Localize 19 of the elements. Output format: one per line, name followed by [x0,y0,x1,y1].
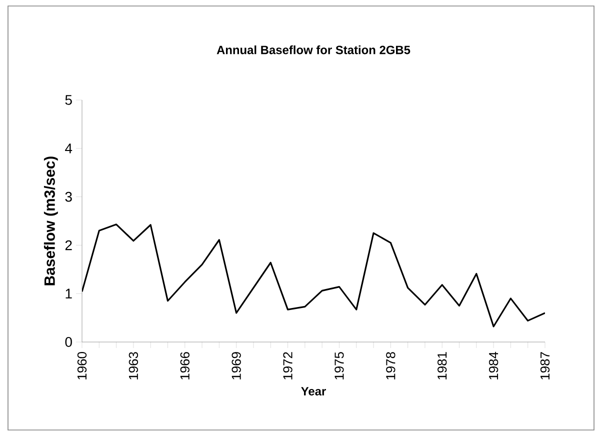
y-tick-label: 2 [65,240,72,250]
x-tick-label: 1981 [438,352,447,380]
x-tick-label: 1969 [232,352,241,380]
x-tick-label: 1960 [77,352,87,380]
x-tick-label: 1978 [386,352,396,380]
chart-title: Annual Baseflow for Station 2GB5 [216,45,410,54]
x-tick-label: 1963 [128,352,138,380]
x-tick-label: 1972 [283,352,292,380]
x-tick-label: 1975 [334,352,344,380]
x-tick-label: 1984 [488,352,498,380]
y-tick-label: 5 [65,95,72,105]
x-tick-label: 1966 [180,352,190,380]
y-tick-label: 4 [65,144,72,154]
y-tick-label: 1 [66,288,72,298]
y-tick-label: 0 [65,337,72,347]
x-tick-label: 1987 [540,352,550,380]
x-axis-title: Year [301,387,326,396]
y-axis-title: Baseflow (m3/sec) [44,156,58,286]
y-tick-label: 3 [65,192,72,202]
